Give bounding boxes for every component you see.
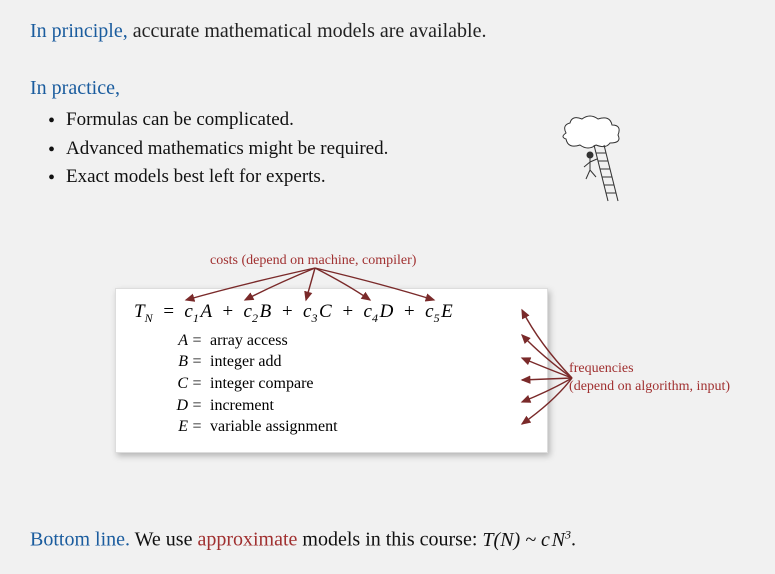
frequencies-annotation: frequencies (depend on algorithm, input) (569, 360, 730, 396)
bottom-approximate: approximate (197, 529, 297, 551)
practice-bullets: Formulas can be complicated. Advanced ma… (48, 106, 745, 192)
formula-box: TN = c1 A + c2 B + c3 C + c4 D + c5 E A=… (115, 288, 548, 453)
bullet-item: Advanced mathematics might be required. (48, 135, 745, 164)
bullet-item: Formulas can be complicated. (48, 106, 745, 135)
formula-main: TN = c1 A + c2 B + c3 C + c4 D + c5 E (134, 301, 529, 326)
slide: In principle, accurate mathematical mode… (0, 0, 775, 574)
principle-line: In principle, accurate mathematical mode… (30, 20, 745, 43)
principle-lead: In principle, (30, 20, 128, 42)
bottom-line: Bottom line. We use approximate models i… (30, 527, 576, 552)
formula-defs: A= array accessB= integer addC= integer … (162, 330, 529, 438)
practice-heading: In practice, (30, 77, 745, 100)
bottom-lead: Bottom line. (30, 529, 130, 551)
bottom-math: T(N) ~ c N3 (482, 529, 571, 551)
principle-rest: accurate mathematical models are availab… (128, 20, 487, 42)
costs-annotation: costs (depend on machine, compiler) (210, 253, 416, 269)
bullet-item: Exact models best left for experts. (48, 163, 745, 192)
cloud-ladder-illustration (560, 115, 625, 205)
